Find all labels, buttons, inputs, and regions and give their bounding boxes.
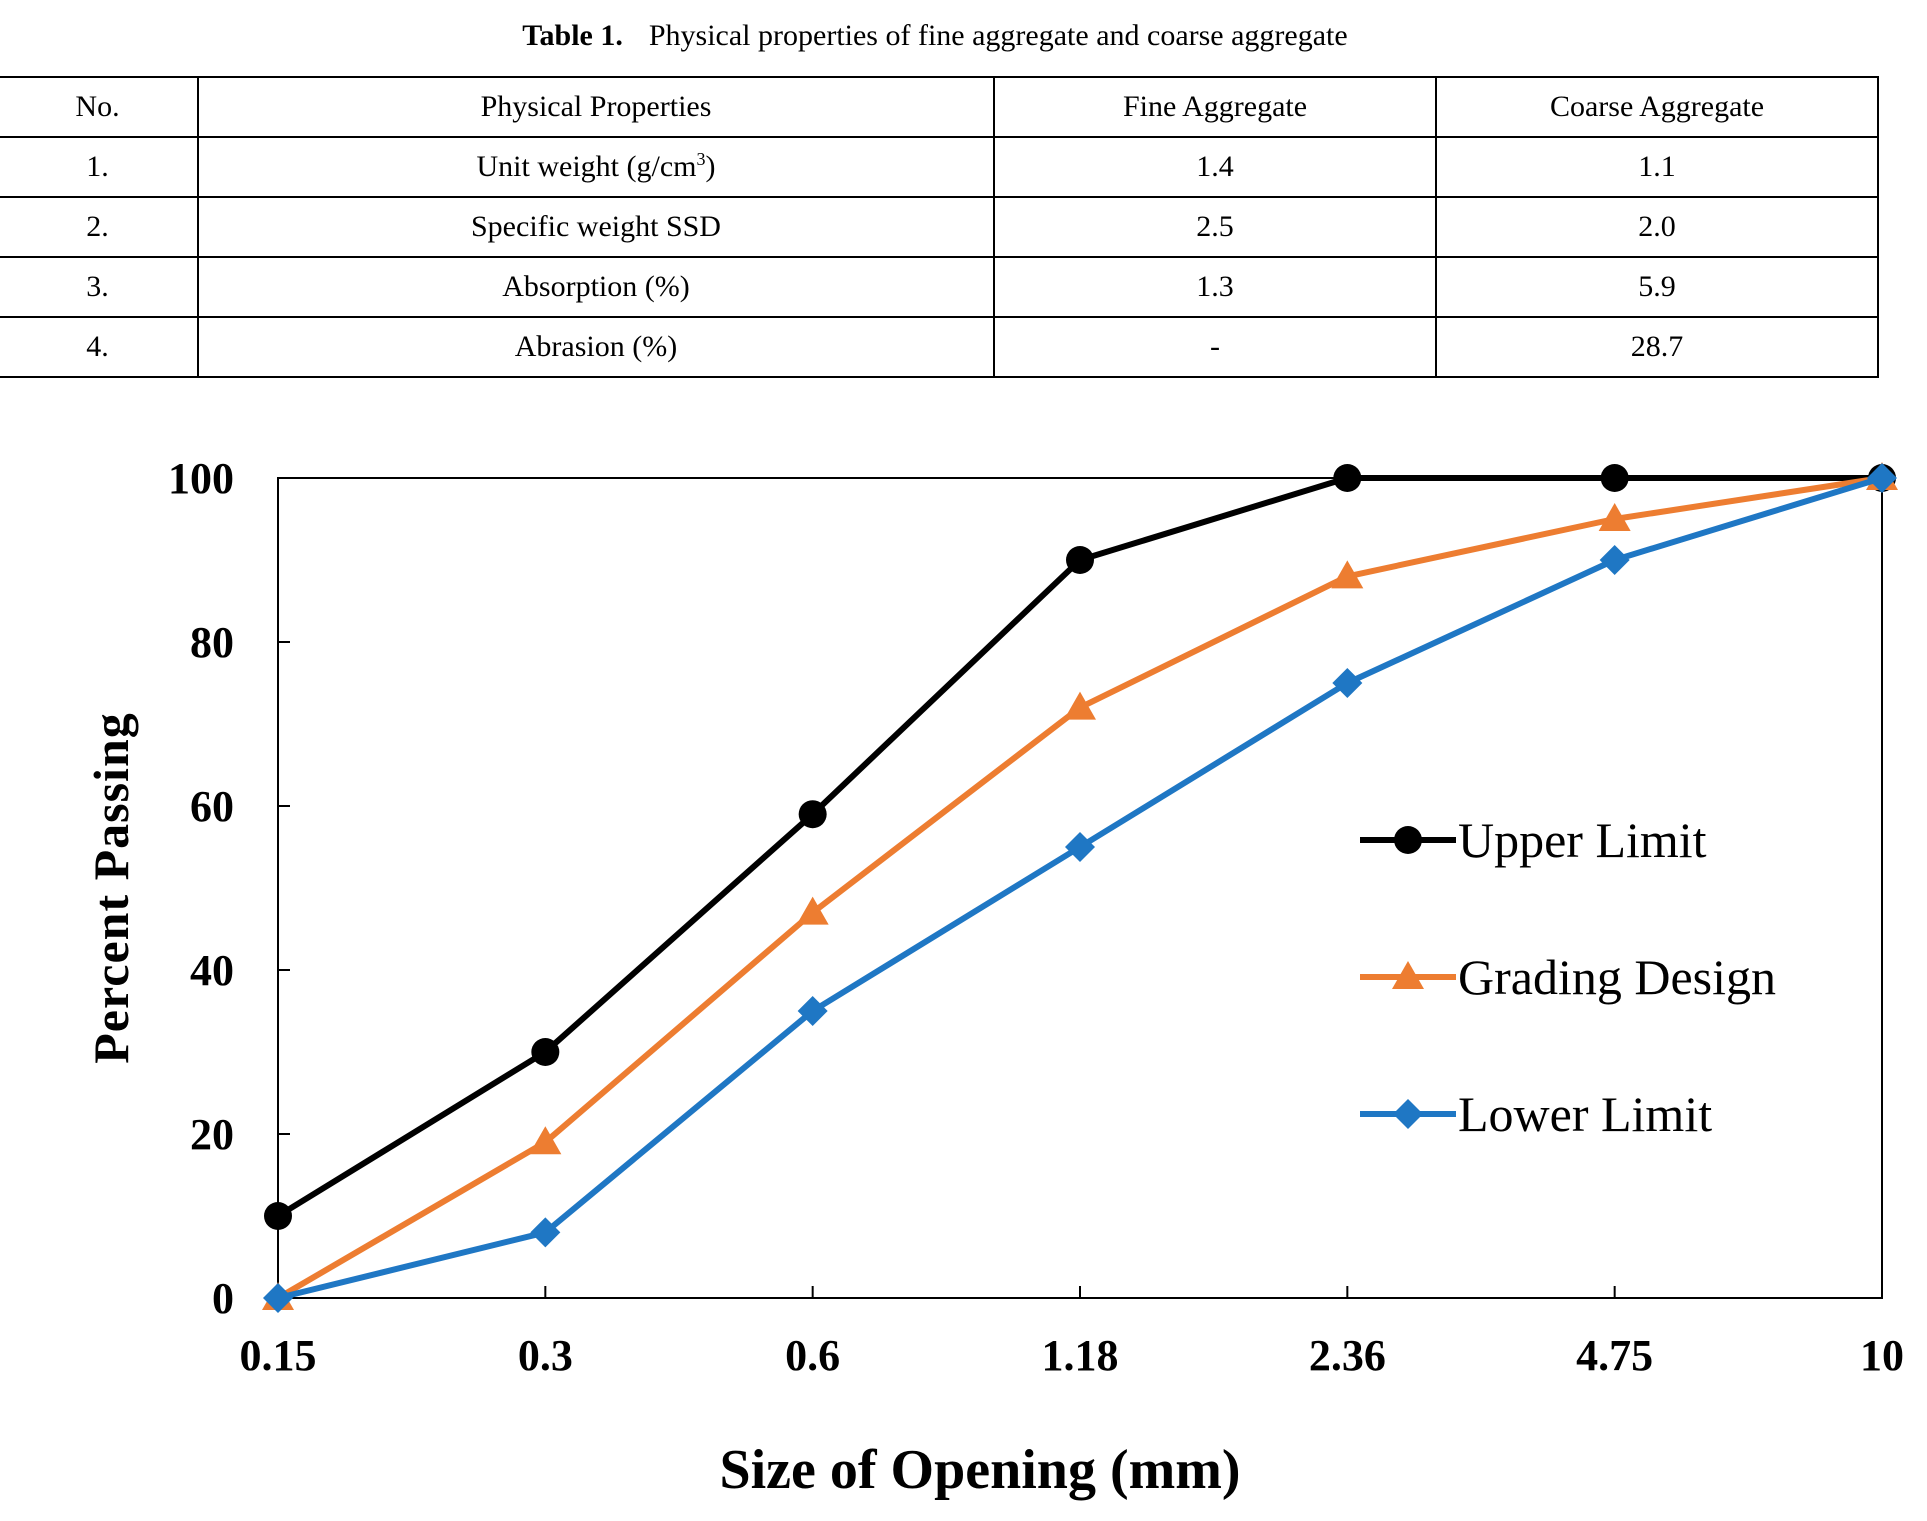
table-caption: Table 1. Physical properties of fine aggr… <box>0 14 1870 58</box>
data-point <box>1333 464 1362 492</box>
y-tick-label: 80 <box>190 618 234 667</box>
y-tick-label: 0 <box>212 1274 234 1323</box>
data-point <box>1064 691 1096 720</box>
properties-table: No. Physical Properties Fine Aggregate C… <box>0 76 1879 378</box>
table-header-row: No. Physical Properties Fine Aggregate C… <box>0 76 1879 138</box>
data-point <box>1599 545 1630 575</box>
cell-fine: 2.5 <box>993 196 1437 258</box>
cell-no: 1. <box>0 136 199 198</box>
cell-fine: 1.4 <box>993 136 1437 198</box>
x-tick-label: 0.15 <box>240 1331 317 1380</box>
data-point <box>1598 503 1631 531</box>
y-tick-label: 100 <box>168 454 234 503</box>
table-row: 2. Specific weight SSD 2.5 2.0 <box>0 196 1879 258</box>
data-point <box>530 1217 561 1248</box>
property-suffix: ) <box>705 150 716 183</box>
cell-no: 4. <box>0 316 199 378</box>
cell-coarse: 1.1 <box>1435 136 1879 198</box>
x-tick-label: 2.36 <box>1309 1331 1386 1380</box>
data-point <box>1332 668 1363 698</box>
x-tick-label: 10 <box>1860 1331 1904 1380</box>
grading-chart: 0 20 40 60 80 100 0.15 0.3 0.6 1.18 2.36 4.75 10 Pe… <box>83 454 1904 1501</box>
y-tick-label: 60 <box>190 782 234 831</box>
cell-no: 3. <box>0 256 199 318</box>
header-fine-aggregate: Fine Aggregate <box>993 76 1437 138</box>
cell-no: 2. <box>0 196 199 258</box>
cell-property: Unit weight (g/cm3) <box>197 136 995 198</box>
x-tick-label: 0.6 <box>785 1331 840 1380</box>
data-point <box>796 896 829 925</box>
property-text: Unit weight (g/cm <box>476 150 697 183</box>
data-point <box>263 1283 293 1313</box>
chart-legend: Upper Limit Grading Design Lower Limit <box>1360 812 1776 1142</box>
cell-coarse: 28.7 <box>1435 316 1879 378</box>
data-point <box>797 996 828 1026</box>
property-superscript: 3 <box>696 149 706 169</box>
x-axis: 0.15 0.3 0.6 1.18 2.36 4.75 10 <box>240 1286 1904 1380</box>
cell-fine: - <box>993 316 1437 378</box>
data-point <box>1066 546 1094 574</box>
data-point <box>264 1202 292 1230</box>
cell-fine: 1.3 <box>993 256 1437 318</box>
data-point <box>1065 832 1095 862</box>
legend-marker <box>1392 961 1424 989</box>
series-line <box>277 475 1883 1301</box>
series-layer <box>262 462 1898 1313</box>
header-physical-properties: Physical Properties <box>197 76 995 138</box>
data-point <box>798 800 827 829</box>
plot-frame <box>277 477 1883 1299</box>
x-tick-label: 1.18 <box>1042 1331 1119 1380</box>
data-point <box>1331 560 1364 589</box>
legend-label: Upper Limit <box>1458 812 1707 868</box>
legend-label: Grading Design <box>1458 949 1776 1005</box>
y-tick-label: 40 <box>190 946 234 995</box>
data-point <box>529 1126 562 1155</box>
table-row: 1. Unit weight (g/cm3) 1.4 1.1 <box>0 136 1879 198</box>
data-point <box>1867 463 1897 493</box>
series-line <box>276 475 1883 1301</box>
table-row: 3. Absorption (%) 1.3 5.9 <box>0 256 1879 318</box>
x-axis-label: Size of Opening (mm) <box>719 1439 1240 1501</box>
table-caption-label: Table 1. <box>522 19 623 52</box>
data-point <box>531 1038 560 1066</box>
legend-label: Lower Limit <box>1458 1086 1712 1142</box>
cell-coarse: 5.9 <box>1435 256 1879 318</box>
table-caption-text: Physical properties of fine aggregate an… <box>648 19 1348 52</box>
x-tick-label: 4.75 <box>1576 1331 1653 1380</box>
header-coarse-aggregate: Coarse Aggregate <box>1435 76 1879 138</box>
cell-property: Specific weight SSD <box>197 196 995 258</box>
cell-coarse: 2.0 <box>1435 196 1879 258</box>
cell-property: Absorption (%) <box>197 256 995 318</box>
legend-marker <box>1393 1099 1423 1129</box>
x-tick-label: 0.3 <box>518 1331 573 1380</box>
cell-property: Abrasion (%) <box>197 316 995 378</box>
legend-marker <box>1394 826 1422 854</box>
table-row: 4. Abrasion (%) - 28.7 <box>0 316 1879 378</box>
header-no: No. <box>0 76 199 138</box>
y-tick-label: 20 <box>190 1110 234 1159</box>
data-point <box>1600 464 1629 492</box>
y-axis: 0 20 40 60 80 100 <box>168 454 290 1323</box>
y-axis-label: Percent Passing <box>83 712 139 1064</box>
